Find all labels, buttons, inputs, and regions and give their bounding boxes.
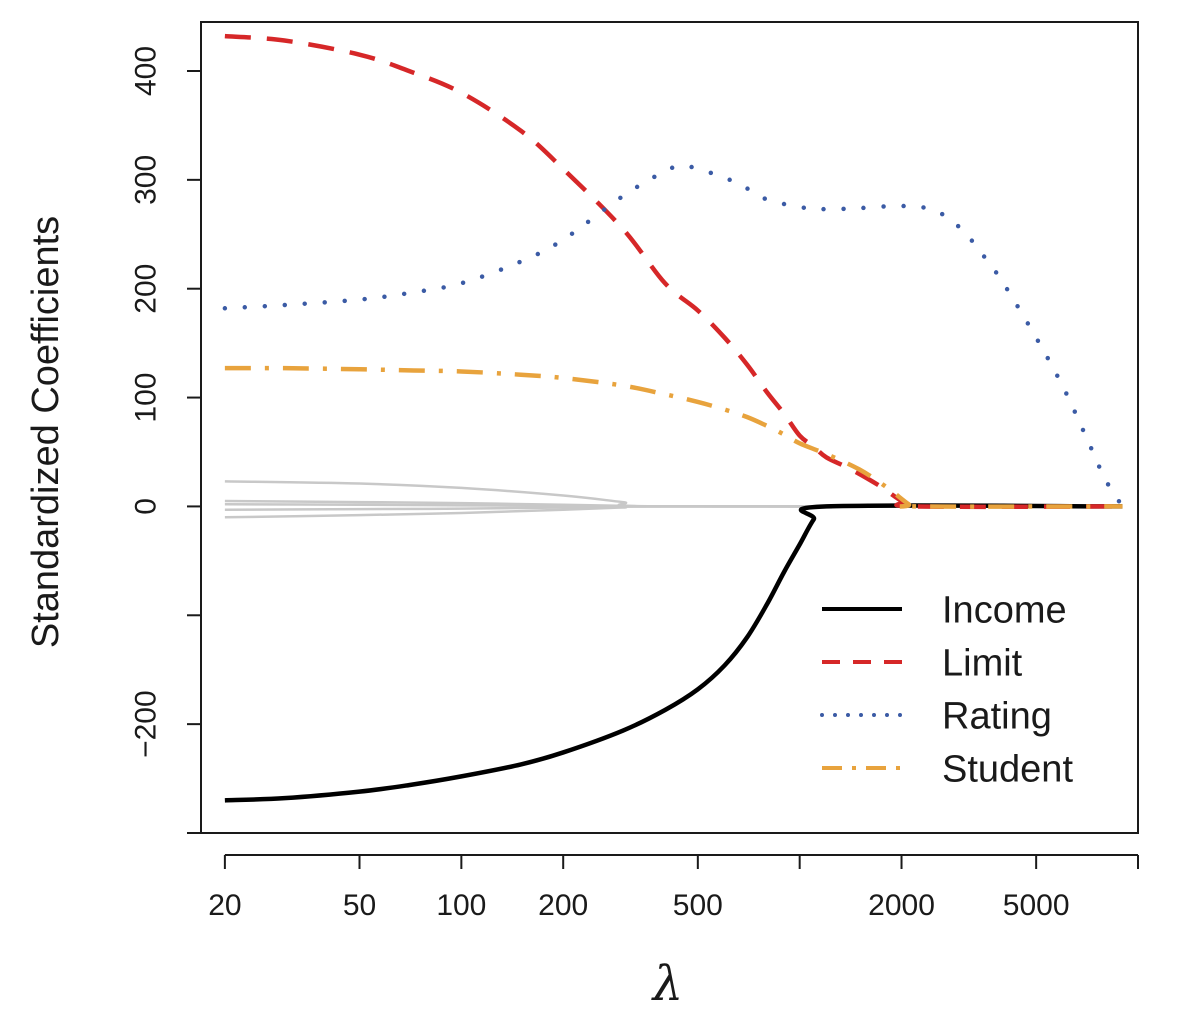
x-tick-label: 200 [538, 889, 588, 922]
y-tick-label: 300 [130, 155, 163, 205]
series-line-limit [224, 33, 1123, 510]
series-line-student [224, 365, 1123, 509]
y-tick-label: 200 [130, 264, 163, 314]
x-tick-label: 5000 [1003, 889, 1070, 922]
legend: Income Limit Rating Student [820, 589, 1073, 790]
legend-label-limit: Limit [942, 642, 1023, 684]
y-tick-label: −200 [130, 690, 163, 758]
series-line-income [224, 503, 1123, 803]
x-tick-label: 20 [208, 889, 241, 922]
x-tick-label: 50 [343, 889, 376, 922]
legend-label-student: Student [942, 748, 1073, 790]
x-axis: 20 50 100 200 500 2000 5000 [208, 854, 1139, 922]
legend-label-income: Income [942, 589, 1067, 631]
series-line-rating [222, 163, 1125, 509]
y-tick-label: 0 [130, 498, 163, 515]
x-tick-label: 100 [436, 889, 486, 922]
y-axis: −200 0 100 200 300 400 [130, 46, 202, 834]
y-tick-label: 100 [130, 373, 163, 423]
y-axis-title: Standardized Coefficients [25, 216, 67, 648]
x-tick-label: 2000 [868, 889, 935, 922]
x-axis-title: λ [651, 956, 683, 1012]
legend-label-rating: Rating [942, 695, 1052, 737]
y-tick-label: 400 [130, 46, 163, 96]
plot-lines [222, 33, 1125, 803]
x-tick-label: 500 [673, 889, 723, 922]
